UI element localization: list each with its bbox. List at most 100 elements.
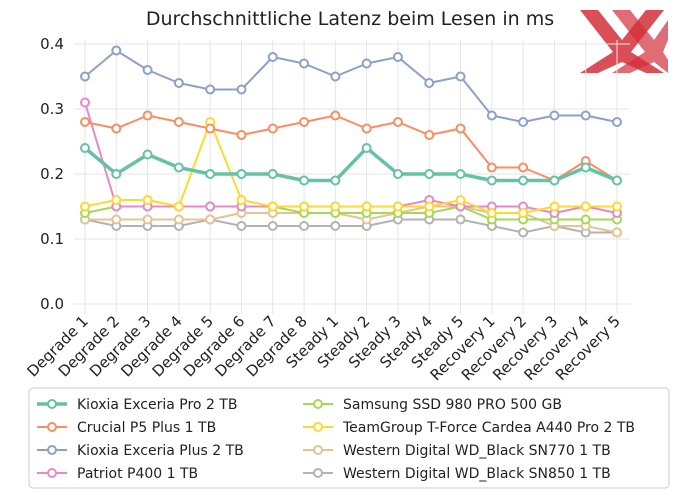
legend-item: Western Digital WD_Black SN850 1 TB	[303, 466, 611, 482]
data-point	[236, 195, 247, 205]
data-point	[205, 169, 216, 179]
legend-swatch-marker	[47, 399, 57, 409]
data-point	[486, 162, 497, 173]
series	[80, 117, 622, 218]
y-tick-label: 0.2	[40, 165, 64, 183]
y-tick-label: 0.3	[40, 100, 64, 118]
data-point	[392, 169, 403, 179]
data-point	[142, 149, 153, 160]
data-point	[142, 214, 153, 225]
legend-item: Crucial P5 Plus 1 TB	[37, 420, 216, 436]
data-point	[330, 221, 341, 231]
data-point	[173, 78, 184, 88]
legend-item: Samsung SSD 980 PRO 500 GB	[303, 397, 562, 413]
data-point	[111, 123, 122, 134]
data-point	[236, 84, 247, 95]
data-point	[518, 162, 529, 173]
legend-item: Patriot P400 1 TB	[37, 466, 198, 482]
legend-swatch-marker	[313, 468, 323, 478]
data-point	[267, 169, 278, 179]
data-point	[361, 58, 372, 69]
legend-item: TeamGroup T-Force Cardea A440 Pro 2 TB	[303, 420, 635, 436]
series-line	[83, 146, 618, 183]
data-point	[612, 201, 622, 212]
data-point	[486, 175, 497, 186]
data-point	[612, 175, 622, 186]
data-point	[142, 65, 153, 75]
legend-swatch-marker	[47, 445, 57, 455]
data-point	[518, 117, 529, 127]
y-tick-label: 0.4	[40, 35, 64, 53]
legend-swatch-marker	[313, 422, 323, 432]
data-point	[236, 221, 247, 231]
legend-frame	[28, 387, 670, 489]
y-tick-label: 0.1	[40, 230, 64, 248]
series	[80, 97, 622, 218]
data-point	[580, 201, 591, 212]
data-point	[267, 221, 278, 231]
data-point	[392, 201, 403, 212]
data-point	[111, 195, 122, 205]
data-point	[142, 110, 153, 121]
series-line	[84, 218, 617, 234]
data-point	[361, 143, 372, 153]
data-point	[267, 52, 278, 62]
chart-title: Durchschnittliche Latenz beim Lesen in m…	[146, 8, 554, 30]
series-line	[84, 114, 618, 182]
legend-item: Kioxia Exceria Plus 2 TB	[37, 443, 244, 459]
data-point	[580, 162, 591, 173]
series	[80, 110, 622, 186]
data-point	[424, 169, 435, 179]
data-point	[455, 123, 466, 134]
data-point	[299, 221, 310, 231]
data-point	[80, 71, 90, 82]
legend-swatch-marker	[47, 468, 57, 478]
series	[80, 143, 622, 186]
data-point	[111, 169, 122, 179]
data-point	[392, 117, 403, 127]
data-point	[518, 175, 529, 186]
series-line	[84, 49, 618, 123]
data-point	[173, 201, 184, 212]
data-point	[80, 201, 90, 212]
legend-item: Kioxia Exceria Pro 2 TB	[37, 397, 237, 413]
legend: Kioxia Exceria Pro 2 TB Crucial P5 Plus 1…	[28, 387, 670, 489]
y-axis: 0.0 0.1 0.2 0.3 0.4	[40, 35, 64, 313]
series-line	[84, 121, 617, 214]
legend-label: Western Digital WD_Black SN770 1 TB	[343, 443, 611, 459]
data-point	[330, 201, 341, 212]
data-point	[142, 195, 153, 205]
data-point	[80, 143, 90, 153]
data-point	[330, 110, 341, 121]
data-point	[299, 117, 310, 127]
data-point	[455, 195, 466, 205]
data-point	[361, 123, 372, 134]
data-point	[549, 201, 560, 212]
data-point	[205, 123, 216, 134]
data-point	[549, 175, 560, 186]
data-point	[111, 214, 122, 225]
data-point	[612, 227, 622, 238]
data-point	[518, 208, 529, 218]
legend-label: Patriot P400 1 TB	[77, 466, 198, 482]
legend-swatch-marker	[313, 399, 323, 409]
data-point	[486, 208, 497, 218]
data-point	[205, 84, 216, 95]
data-point	[486, 110, 497, 121]
legend-label: Kioxia Exceria Pro 2 TB	[77, 397, 237, 413]
legend-label: Samsung SSD 980 PRO 500 GB	[343, 397, 562, 413]
legend-label: Western Digital WD_Black SN850 1 TB	[343, 466, 611, 482]
data-point	[455, 214, 466, 225]
data-point	[299, 175, 310, 186]
y-tick-label: 0.0	[40, 295, 64, 313]
data-point	[173, 117, 184, 127]
data-point	[205, 214, 216, 225]
data-point	[80, 117, 90, 127]
data-point	[392, 52, 403, 62]
legend-swatch-marker	[313, 445, 323, 455]
data-point	[612, 117, 622, 127]
data-point	[330, 71, 341, 82]
data-point	[236, 169, 247, 179]
data-point	[424, 130, 435, 140]
